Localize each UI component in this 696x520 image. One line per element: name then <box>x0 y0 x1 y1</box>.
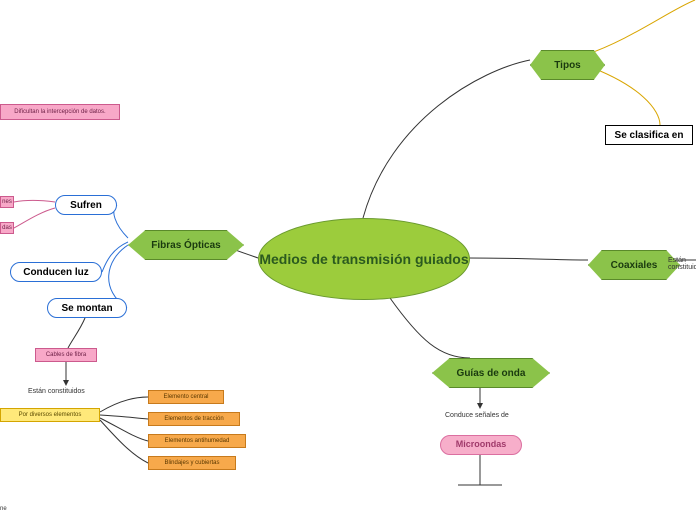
node-sufren[interactable]: Sufren <box>55 195 117 215</box>
node-label-sufren: Sufren <box>70 200 102 211</box>
node-tipos[interactable]: Tipos <box>530 50 605 80</box>
node-porvarios[interactable]: Por diversos elementos <box>0 408 100 422</box>
node-label-const_fibra: Están constituidos <box>28 388 85 395</box>
node-fibras[interactable]: Fibras Ópticas <box>128 230 244 260</box>
node-label-ones: nes <box>2 199 12 206</box>
node-label-dificultan: Dificultan la intercepción de datos. <box>14 109 105 116</box>
node-elhum[interactable]: Elementos antihumedad <box>148 434 246 448</box>
central-label: Medios de transmisión guiados <box>259 251 468 267</box>
node-label-semontan: Se montan <box>61 303 112 314</box>
node-label-blind: Blindajes y cubiertas <box>164 460 219 467</box>
node-label-const_coax: Están constituidos <box>668 257 696 271</box>
node-label-microondas: Microondas <box>456 440 507 450</box>
node-label-guias: Guías de onda <box>457 368 526 379</box>
node-const_coax: Están constituidos <box>668 257 696 271</box>
node-coaxiales[interactable]: Coaxiales <box>588 250 680 280</box>
central-node[interactable]: Medios de transmisión guiados <box>258 218 470 300</box>
node-guias[interactable]: Guías de onda <box>432 358 550 388</box>
node-const_fibra: Están constituidos <box>28 388 85 395</box>
node-label-tipos: Tipos <box>554 60 580 71</box>
node-label-ne: ne <box>0 506 7 512</box>
node-label-porvarios: Por diversos elementos <box>19 412 82 419</box>
mindmap-canvas: Medios de transmisión guiados Tipos Se cl… <box>0 0 696 520</box>
node-dificultan[interactable]: Dificultan la intercepción de datos. <box>0 104 120 120</box>
node-conduce: Conduce señales de <box>445 412 509 419</box>
node-das[interactable]: das <box>0 222 14 234</box>
node-label-coaxiales: Coaxiales <box>611 260 658 271</box>
node-label-fibras: Fibras Ópticas <box>151 240 220 251</box>
node-label-elcent: Elemento central <box>163 394 208 401</box>
node-label-eltrac: Elementos de tracción <box>164 416 223 423</box>
node-microondas[interactable]: Microondas <box>440 435 522 455</box>
node-elcent[interactable]: Elemento central <box>148 390 224 404</box>
node-semontan[interactable]: Se montan <box>47 298 127 318</box>
node-clasifica[interactable]: Se clasifica en <box>605 125 693 145</box>
node-conducen[interactable]: Conducen luz <box>10 262 102 282</box>
node-label-conducen: Conducen luz <box>23 267 89 278</box>
node-cablesfibra[interactable]: Cables de fibra <box>35 348 97 362</box>
node-label-cablesfibra: Cables de fibra <box>46 352 86 359</box>
node-eltrac[interactable]: Elementos de tracción <box>148 412 240 426</box>
node-label-das: das <box>2 225 12 232</box>
node-label-elhum: Elementos antihumedad <box>165 438 230 445</box>
node-ne: ne <box>0 506 7 512</box>
node-blind[interactable]: Blindajes y cubiertas <box>148 456 236 470</box>
node-label-conduce: Conduce señales de <box>445 412 509 419</box>
node-label-clasifica: Se clasifica en <box>615 130 684 141</box>
node-ones[interactable]: nes <box>0 196 14 208</box>
